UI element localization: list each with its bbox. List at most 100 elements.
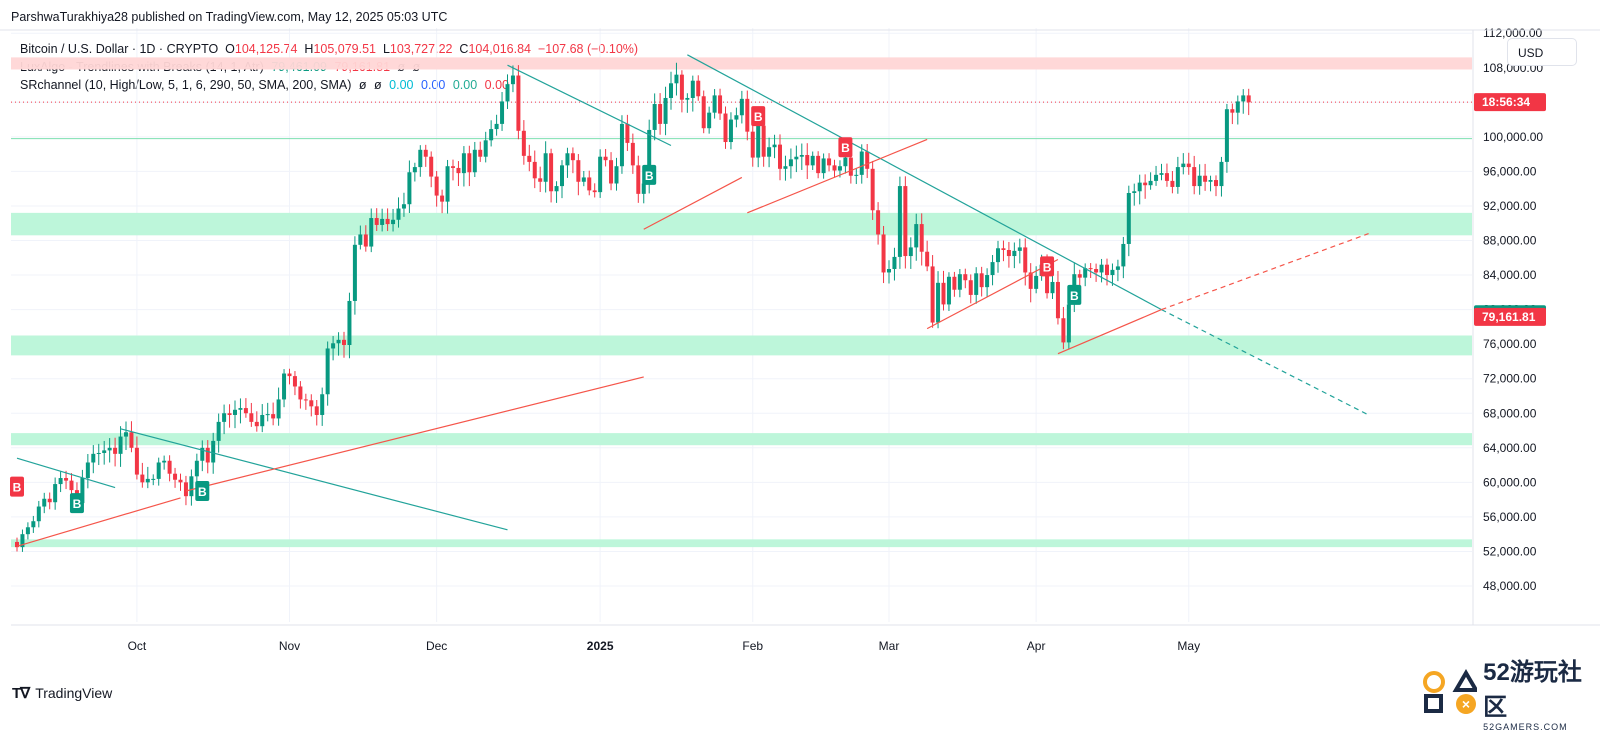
- candle-body: [636, 165, 641, 194]
- candle-body: [260, 414, 265, 427]
- candle-body: [619, 123, 624, 167]
- candle-body: [118, 436, 123, 454]
- x-axis-tick-label: May: [1177, 639, 1200, 653]
- candle-body: [167, 460, 172, 474]
- candle-body: [832, 165, 837, 171]
- legend-l-label: L: [382, 42, 390, 56]
- candle-body: [358, 234, 363, 245]
- y-axis-tick-label: 72,000.00: [1483, 372, 1537, 386]
- y-axis-tick-label: 88,000.00: [1483, 234, 1537, 248]
- candle-body: [1181, 163, 1186, 168]
- candle-body: [102, 450, 107, 453]
- candle-body: [614, 166, 619, 184]
- candle-body: [587, 177, 592, 191]
- candle-body: [859, 151, 864, 175]
- break-marker: [10, 476, 24, 497]
- candle-body: [189, 476, 194, 497]
- candle-body: [265, 414, 270, 416]
- candle-body: [1197, 175, 1202, 187]
- candle-body: [1164, 173, 1169, 181]
- candle-body: [309, 400, 314, 407]
- candle-body: [990, 262, 995, 276]
- legend-symbol[interactable]: Bitcoin / U.S. Dollar · 1D · CRYPTO: [20, 42, 219, 56]
- candle-body: [1045, 264, 1050, 294]
- candle-body: [707, 112, 712, 129]
- candle-body: [42, 498, 47, 507]
- candle-body: [728, 119, 733, 143]
- candle-body: [625, 123, 630, 143]
- candle-body: [211, 440, 216, 463]
- candle-body: [96, 452, 101, 454]
- candle-body: [592, 190, 597, 193]
- candle-body: [543, 153, 548, 182]
- candle-body: [1077, 274, 1082, 278]
- candle-body: [892, 256, 897, 270]
- srchannel-indicator-name[interactable]: SRchannel (10, High/Low, 5, 1, 6, 290, 5…: [20, 78, 352, 92]
- candle-body: [1159, 173, 1164, 175]
- candle-body: [756, 125, 761, 158]
- candle-body: [827, 158, 832, 166]
- candle-body: [233, 409, 237, 415]
- candle-body: [723, 113, 728, 143]
- candle-body: [794, 156, 799, 160]
- candle-body: [456, 167, 461, 174]
- candle-body: [1094, 269, 1099, 273]
- svg-text:×: ×: [1462, 696, 1470, 712]
- candle-body: [979, 273, 984, 288]
- candle-body: [249, 413, 254, 422]
- y-axis-tick-label: 64,000.00: [1483, 441, 1537, 455]
- candle-body: [761, 125, 766, 157]
- x-axis-tick-label: 2025: [587, 639, 614, 653]
- candle-body: [31, 521, 36, 528]
- candle-body: [113, 447, 118, 454]
- candle-body: [669, 83, 673, 98]
- candle-body: [516, 75, 521, 131]
- tradingview-brand: TradingView: [35, 685, 113, 701]
- candle-body: [385, 218, 390, 225]
- candle-body: [718, 95, 723, 114]
- y-axis-tick-label: 52,000.00: [1483, 544, 1537, 558]
- candle-body: [173, 473, 178, 480]
- candle-body: [903, 186, 908, 257]
- currency-button[interactable]: USD: [1507, 38, 1577, 66]
- candle-body: [1224, 109, 1229, 162]
- candle-body: [374, 218, 379, 225]
- candle-body: [271, 414, 276, 419]
- candle-body: [570, 153, 575, 161]
- candle-body: [336, 339, 341, 344]
- y-axis-tick-label: 96,000.00: [1483, 164, 1537, 178]
- candle-body: [996, 248, 1000, 263]
- candle-body: [331, 343, 336, 349]
- break-marker: [1040, 256, 1055, 277]
- candle-body: [47, 498, 52, 503]
- candle-body: [674, 74, 679, 84]
- candle-body: [952, 276, 957, 290]
- downtrend-line: [16, 457, 116, 489]
- legend-change: −107.68 (−0.10%): [537, 42, 639, 56]
- candle-body: [91, 453, 96, 463]
- candle-body: [505, 84, 510, 102]
- candle-body: [854, 174, 859, 176]
- legend-symbol-row: Bitcoin / U.S. Dollar · 1D · CRYPTO O104…: [20, 40, 638, 58]
- candle-body: [451, 166, 455, 168]
- candle-body: [925, 251, 930, 267]
- break-marker: [751, 106, 766, 127]
- price-chart[interactable]: B B B B B B B B 48,000.00 52,000.00 56,000.00 60,00…: [0, 0, 1600, 712]
- candle-body: [957, 274, 962, 290]
- price-badge-label: 79,161.81: [1482, 310, 1536, 324]
- candle-body: [194, 460, 199, 477]
- candle-body: [472, 149, 477, 173]
- candle-body: [429, 156, 434, 177]
- candle-body: [423, 149, 428, 157]
- candle-body: [810, 155, 815, 166]
- candle-body: [788, 159, 793, 167]
- sr-value-4: 0.00: [484, 78, 509, 92]
- candle-body: [407, 172, 412, 205]
- candle-body: [598, 156, 603, 193]
- tradingview-logo[interactable]: T∇ TradingView: [12, 684, 112, 702]
- candle-body: [1186, 163, 1191, 168]
- break-marker-label: B: [841, 141, 850, 155]
- candle-body: [64, 478, 69, 481]
- candle-body: [478, 149, 483, 157]
- candle-body: [734, 115, 739, 120]
